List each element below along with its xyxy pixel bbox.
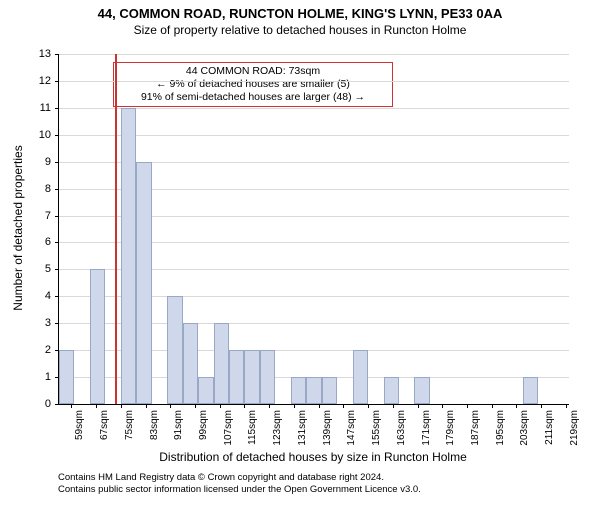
y-tick-label: 4 xyxy=(21,290,51,302)
x-tick-label: 107sqm xyxy=(223,410,234,446)
x-tick-label: 219sqm xyxy=(569,410,580,446)
y-tick-label: 8 xyxy=(21,183,51,195)
histogram-bar xyxy=(198,377,213,404)
y-tick-label: 1 xyxy=(21,371,51,383)
histogram-bar xyxy=(136,162,151,404)
y-tick-mark xyxy=(55,189,59,190)
x-tick-label: 163sqm xyxy=(396,410,407,446)
y-tick-mark xyxy=(55,216,59,217)
x-tick-label: 195sqm xyxy=(495,410,506,446)
histogram-bar xyxy=(229,350,244,404)
x-tick-label: 91sqm xyxy=(173,410,184,440)
histogram-bar xyxy=(384,377,399,404)
histogram-bar xyxy=(121,108,136,404)
histogram-bar xyxy=(167,296,182,404)
plot-area: 44 COMMON ROAD: 73sqm ← 9% of detached h… xyxy=(58,54,569,405)
y-tick-label: 3 xyxy=(21,317,51,329)
x-tick-label: 155sqm xyxy=(371,410,382,446)
y-tick-labels: 012345678910111213 xyxy=(20,54,54,404)
histogram-bar xyxy=(244,350,259,404)
histogram-bar xyxy=(214,323,229,404)
histogram-bar xyxy=(291,377,306,404)
y-tick-label: 11 xyxy=(21,102,51,114)
x-tick-label: 131sqm xyxy=(297,410,308,446)
histogram-bar xyxy=(90,269,105,404)
histogram-bar xyxy=(523,377,538,404)
y-tick-mark xyxy=(55,54,59,55)
x-tick-label: 171sqm xyxy=(421,410,432,446)
y-tick-mark xyxy=(55,81,59,82)
histogram-bar xyxy=(306,377,321,404)
x-tick-label: 179sqm xyxy=(445,410,456,446)
y-tick-label: 9 xyxy=(21,156,51,168)
histogram-bar xyxy=(260,350,275,404)
reference-line xyxy=(115,54,117,404)
x-tick-label: 203sqm xyxy=(519,410,530,446)
x-tick-label: 147sqm xyxy=(346,410,357,446)
y-tick-label: 12 xyxy=(21,75,51,87)
y-tick-mark xyxy=(55,135,59,136)
y-tick-label: 6 xyxy=(21,236,51,248)
x-tick-label: 99sqm xyxy=(198,410,209,440)
x-tick-label: 67sqm xyxy=(99,410,110,440)
histogram-bar xyxy=(414,377,429,404)
histogram-bar xyxy=(322,377,337,404)
annotation-line-3: 91% of semi-detached houses are larger (… xyxy=(120,91,386,104)
x-tick-label: 83sqm xyxy=(149,410,160,440)
y-tick-mark xyxy=(55,404,59,405)
chart-title-main: 44, COMMON ROAD, RUNCTON HOLME, KING'S L… xyxy=(0,6,600,21)
x-axis-label: Distribution of detached houses by size … xyxy=(58,450,568,464)
y-tick-label: 10 xyxy=(21,129,51,141)
y-tick-mark xyxy=(55,162,59,163)
histogram-bar xyxy=(183,323,198,404)
x-tick-label: 59sqm xyxy=(74,410,85,440)
y-tick-label: 7 xyxy=(21,210,51,222)
x-tick-label: 187sqm xyxy=(470,410,481,446)
chart-title-sub: Size of property relative to detached ho… xyxy=(0,23,600,37)
y-tick-label: 0 xyxy=(21,398,51,410)
y-tick-mark xyxy=(55,269,59,270)
x-tick-label: 123sqm xyxy=(272,410,283,446)
y-tick-label: 13 xyxy=(21,48,51,60)
histogram-bar xyxy=(353,350,368,404)
histogram-bar xyxy=(59,350,74,404)
annotation-line-1: 44 COMMON ROAD: 73sqm xyxy=(120,65,386,78)
x-tick-label: 211sqm xyxy=(544,410,555,445)
footer-line-1: Contains HM Land Registry data © Crown c… xyxy=(58,472,568,484)
x-tick-label: 139sqm xyxy=(322,410,333,446)
annotation-box: 44 COMMON ROAD: 73sqm ← 9% of detached h… xyxy=(113,62,393,107)
attribution-footer: Contains HM Land Registry data © Crown c… xyxy=(58,472,568,497)
gridline xyxy=(59,81,569,82)
chart-container: 44, COMMON ROAD, RUNCTON HOLME, KING'S L… xyxy=(0,6,600,506)
footer-line-2: Contains public sector information licen… xyxy=(58,484,568,496)
gridline xyxy=(59,54,569,55)
y-tick-mark xyxy=(55,323,59,324)
x-tick-label: 115sqm xyxy=(247,410,258,445)
x-tick-label: 75sqm xyxy=(124,410,135,440)
y-tick-label: 2 xyxy=(21,344,51,356)
y-tick-mark xyxy=(55,242,59,243)
y-tick-mark xyxy=(55,296,59,297)
y-tick-mark xyxy=(55,108,59,109)
y-tick-label: 5 xyxy=(21,263,51,275)
